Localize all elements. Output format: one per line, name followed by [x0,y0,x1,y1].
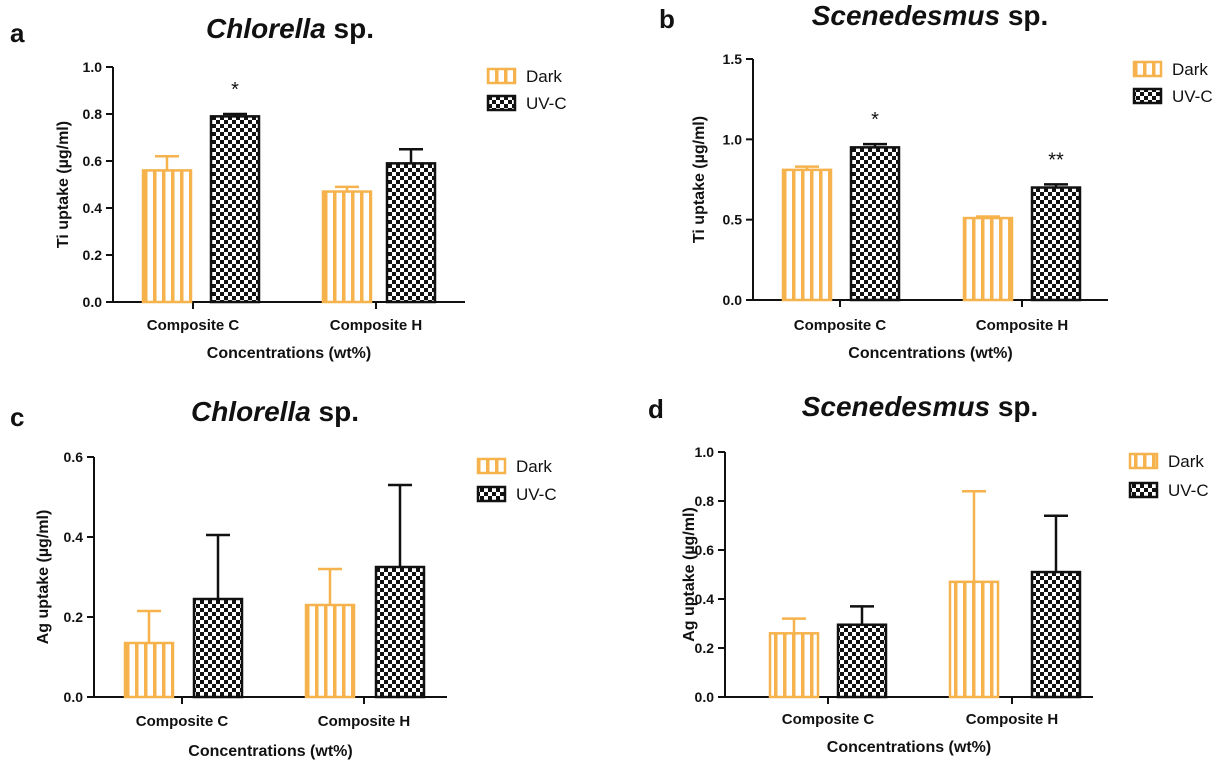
x-axis-label: Concentrations (wt%) [848,345,1012,362]
chart-title-genus: Scenedesmus [802,391,990,422]
x-tick-label: Composite H [318,713,411,730]
y-axis-label: Ti uptake (µg/ml) [55,121,72,248]
legend-swatch-dark [486,67,517,85]
y-tick-label: 0.2 [83,247,103,263]
y-tick-label: 0.4 [64,529,84,545]
legend-swatch-uvc [476,485,507,503]
legend-label-uvc: UV-C [526,94,567,113]
bar-dark [141,169,193,304]
x-tick-label: Composite C [782,711,875,728]
y-tick-label: 0.0 [723,292,743,308]
bar-uvc [849,146,901,302]
y-tick-label: 0.8 [695,493,715,509]
y-axis-label: Ti uptake (µg/ml) [691,116,708,243]
legend-label-dark: Dark [1172,60,1208,79]
bar-dark [768,632,820,699]
x-tick-label: Composite C [147,317,240,334]
y-tick-label: 0.4 [83,200,103,216]
significance-marker: * [231,79,239,101]
y-tick-label: 1.0 [695,444,715,460]
chart-title: Chlorella sp. [191,396,359,427]
chart-title: Chlorella sp. [206,13,374,44]
x-axis-label: Concentrations (wt%) [827,739,991,756]
chart-title-genus: Chlorella [206,13,326,44]
y-tick-label: 0.6 [695,542,715,558]
chart-title-genus: Chlorella [191,396,311,427]
bar-dark [123,641,175,699]
chart-panel-b: b Scenedesmus sp. Ti uptake (µg/ml) Concent… [659,0,1213,362]
chart-title-suffix: sp. [311,396,359,427]
legend-label-dark: Dark [516,457,552,476]
chart-panel-d: d Scenedesmus sp. Ag uptake (µg/ml) Concent… [648,391,1209,756]
chart-title-suffix: sp. [1000,0,1048,31]
legend-swatch-uvc [486,94,517,112]
chart-title-genus: Scenedesmus [812,0,1000,31]
bar-dark [304,603,356,699]
legend-label-dark: Dark [1168,452,1204,471]
y-tick-label: 0.4 [695,591,715,607]
bar-uvc [836,623,888,699]
y-tick-label: 1.0 [83,59,103,75]
chart-title-suffix: sp. [990,391,1038,422]
x-tick-label: Composite C [136,713,229,730]
bar-dark [321,190,373,304]
legend-swatch-dark [1132,60,1163,78]
y-tick-label: 0.0 [83,294,103,310]
panel-letter: c [10,402,24,432]
x-tick-label: Composite C [794,317,887,334]
x-axis-label: Concentrations (wt%) [188,743,352,760]
significance-marker: ** [1048,149,1064,171]
bar-uvc [374,565,426,699]
bar-dark [948,580,1000,699]
chart-title-suffix: sp. [326,13,374,44]
chart-title: Scenedesmus sp. [812,0,1049,31]
y-tick-label: 1.5 [723,51,743,67]
y-axis-label: Ag uptake (µg/ml) [35,510,52,645]
y-tick-label: 0.6 [64,449,84,465]
y-tick-label: 0.0 [695,689,715,705]
bar-uvc [1030,570,1082,699]
y-tick-label: 0.0 [64,689,84,705]
significance-marker: * [871,109,879,131]
legend-swatch-uvc [1128,481,1159,499]
legend-label-uvc: UV-C [516,485,557,504]
y-tick-label: 0.5 [723,212,743,228]
x-tick-label: Composite H [976,317,1069,334]
chart-panel-c: c Chlorella sp. Ag uptake (µg/ml) Concentra… [10,396,557,760]
legend-label-dark: Dark [526,67,562,86]
bar-uvc [209,115,261,304]
y-tick-label: 0.8 [83,106,103,122]
bar-uvc [385,162,437,304]
panel-letter: a [10,18,25,48]
legend-swatch-uvc [1132,87,1163,105]
legend-swatch-dark [1128,452,1159,470]
bar-dark [781,168,833,302]
y-tick-label: 0.6 [83,153,103,169]
legend-swatch-dark [476,457,507,475]
bar-uvc [192,597,244,699]
chart-panel-a: a Chlorella sp. Ti uptake (µg/ml) Concentra… [10,13,567,362]
legend-label-uvc: UV-C [1168,481,1209,500]
x-tick-label: Composite H [966,711,1059,728]
bar-uvc [1030,186,1082,302]
y-tick-label: 1.0 [723,131,743,147]
bar-dark [962,216,1014,302]
y-tick-label: 0.2 [695,640,715,656]
y-axis-label: Ag uptake (µg/ml) [681,507,698,642]
panel-letter: d [648,394,664,424]
legend-label-uvc: UV-C [1172,87,1213,106]
panel-letter: b [659,4,675,34]
x-tick-label: Composite H [330,317,423,334]
y-tick-label: 0.2 [64,609,84,625]
chart-title: Scenedesmus sp. [802,391,1039,422]
x-axis-label: Concentrations (wt%) [207,345,371,362]
